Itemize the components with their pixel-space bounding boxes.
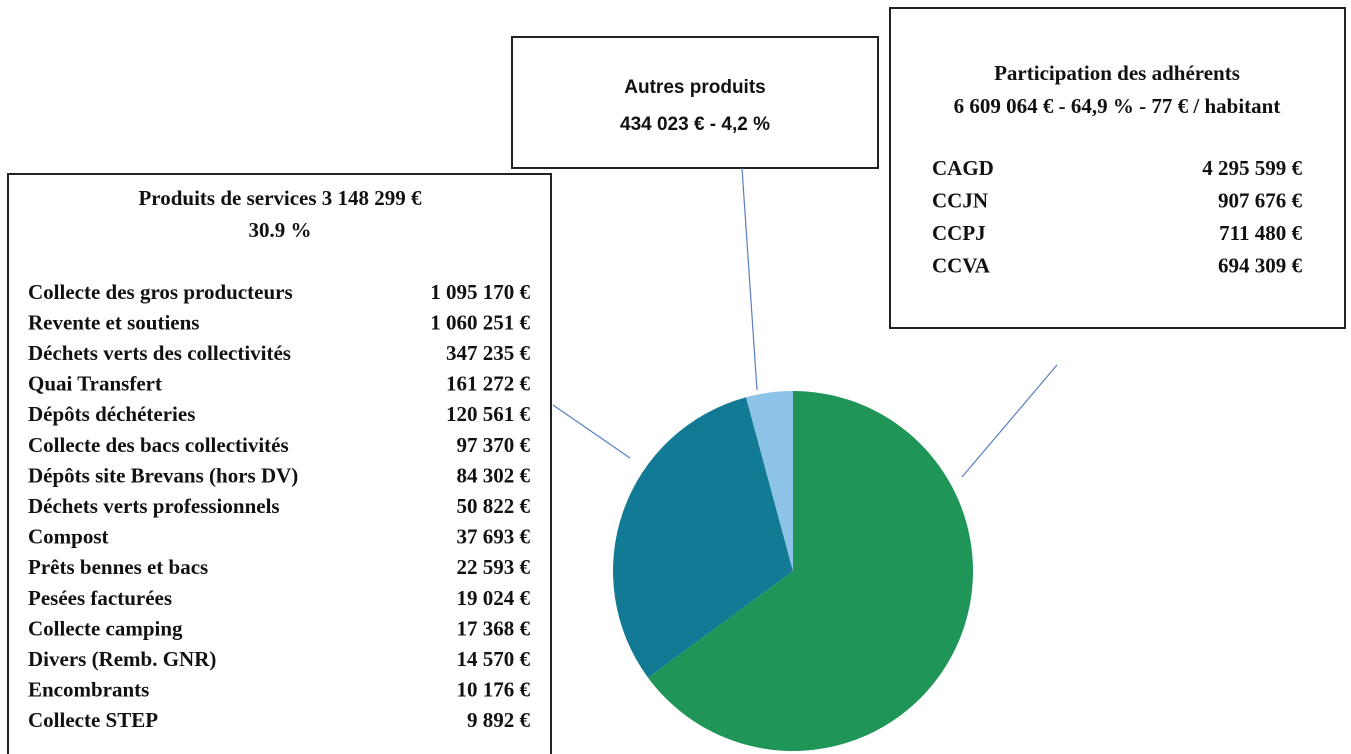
row-label: CCPJ (932, 221, 986, 245)
row-label: Revente et soutiens (28, 310, 199, 334)
annotation-title: Participation des adhérents (994, 61, 1240, 85)
row-value: 711 480 € (1219, 221, 1302, 245)
row-value: 1 060 251 € (430, 310, 530, 334)
row-label: Dépôts site Brevans (hors DV) (28, 463, 298, 487)
row-label: Encombrants (28, 678, 149, 702)
annotation-title: Produits de services 3 148 299 € (138, 186, 422, 210)
pie-slice (746, 391, 793, 571)
row-label: Divers (Remb. GNR) (28, 647, 216, 671)
annotation-box (889, 7, 1346, 329)
row-label: Déchets verts professionnels (28, 494, 280, 518)
row-label: Pesées facturées (28, 586, 172, 610)
row-label: Quai Transfert (28, 372, 162, 396)
annotation-title: 30.9 % (249, 218, 312, 242)
annotation-box (7, 173, 552, 754)
row-value: 84 302 € (457, 463, 531, 487)
row-label: Déchets verts des collectivités (28, 341, 291, 365)
row-value: 347 235 € (446, 341, 531, 365)
annotation-box (511, 36, 879, 169)
row-label: Collecte camping (28, 616, 183, 640)
row-value: 907 676 € (1218, 188, 1303, 212)
row-value: 50 822 € (457, 494, 531, 518)
annotation-title: Autres produits (624, 77, 765, 98)
row-label: Collecte des gros producteurs (28, 280, 293, 304)
leader-line (552, 404, 631, 459)
row-value: 10 176 € (457, 678, 531, 702)
row-value: 14 570 € (457, 647, 531, 671)
row-value: 97 370 € (457, 433, 531, 457)
row-label: Collecte STEP (28, 708, 158, 732)
row-value: 19 024 € (457, 586, 531, 610)
pie-slice (612, 397, 793, 678)
row-value: 37 693 € (457, 525, 531, 549)
row-label: CAGD (932, 156, 994, 180)
row-value: 161 272 € (446, 372, 531, 396)
pie-slice (648, 391, 973, 751)
row-label: CCVA (932, 253, 991, 277)
row-label: Collecte des bacs collectivités (28, 433, 289, 457)
annotation-title: 6 609 064 € - 64,9 % - 77 € / habitant (954, 94, 1281, 118)
leader-line (961, 364, 1058, 478)
leader-line (741, 167, 758, 391)
row-value: 9 892 € (467, 708, 531, 732)
row-value: 22 593 € (457, 555, 531, 579)
row-label: CCJN (932, 188, 988, 212)
row-value: 1 095 170 € (430, 280, 530, 304)
row-value: 120 561 € (446, 402, 531, 426)
row-label: Dépôts déchéteries (28, 402, 195, 426)
row-label: Prêts bennes et bacs (28, 555, 208, 579)
row-value: 694 309 € (1218, 253, 1303, 277)
row-value: 17 368 € (457, 616, 531, 640)
annotation-title: 434 023 € - 4,2 % (620, 114, 770, 135)
row-value: 4 295 599 € (1202, 156, 1302, 180)
row-label: Compost (28, 525, 109, 549)
